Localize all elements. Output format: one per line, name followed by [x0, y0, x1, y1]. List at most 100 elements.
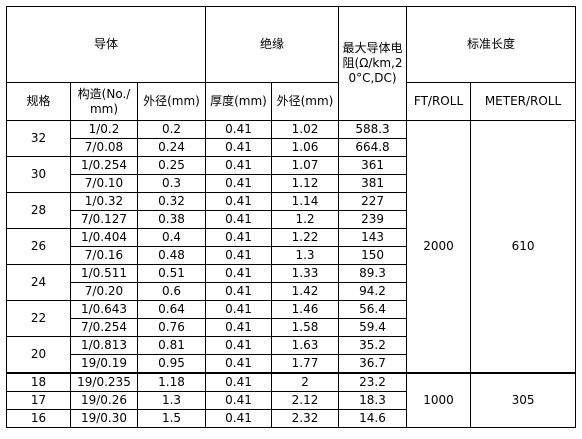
thickness: 0.41: [205, 174, 272, 193]
conductor-od: 0.4: [137, 228, 206, 247]
construction: 7/0.127: [70, 210, 138, 229]
data-row: 7/0.10 0.3 0.41 1.12 381: [7, 174, 576, 193]
thickness: 0.41: [205, 138, 272, 157]
thickness: 0.41: [205, 264, 272, 283]
construction: 7/0.254: [70, 318, 138, 337]
conductor-od: 0.24: [137, 138, 206, 157]
conductor-od: 0.95: [137, 354, 206, 374]
resistance: 381: [338, 174, 408, 193]
header-row: 导体 绝缘 最大导体电阻(Ω/km,20°C,DC) 标准长度: [6, 6, 577, 121]
gauge-size: 22: [6, 300, 71, 337]
group-header: 导体: [6, 6, 206, 83]
data-row: 17 19/0.26 1.3 0.41 2.12 18.3: [6, 391, 576, 410]
insulation-od: 1.33: [270, 264, 340, 283]
meter-per-roll: 305: [470, 372, 577, 428]
insulation-od: 1.58: [270, 318, 340, 337]
construction: 19/0.19: [70, 354, 138, 374]
column-header: 构造(No./mm): [70, 82, 138, 121]
data-row: 22 1/0.643 0.64 0.41 1.46 56.4: [6, 300, 576, 337]
resistance: 35.2: [338, 336, 408, 355]
insulation-od: 1.77: [270, 354, 340, 374]
gauge-size: 16: [6, 409, 71, 428]
resistance: 588.3: [338, 120, 408, 139]
column-header: METER/ROLL: [470, 82, 577, 121]
thickness: 0.41: [205, 409, 272, 428]
meter-per-roll: 610: [470, 120, 577, 374]
insulation-od: 2.32: [270, 409, 340, 428]
data-row: 18 19/0.235 1.18 0.41 2 23.2 1000 305: [6, 372, 577, 428]
resistance: 18.3: [338, 391, 408, 410]
insulation-od: 1.06: [270, 138, 340, 157]
construction: 1/0.254: [70, 156, 138, 175]
conductor-od: 0.2: [137, 120, 206, 139]
resistance: 227: [338, 192, 408, 211]
thickness: 0.41: [205, 120, 272, 139]
gauge-size: 24: [6, 264, 71, 301]
insulation-od: 1.14: [270, 192, 340, 211]
resistance: 361: [338, 156, 408, 175]
thickness: 0.41: [205, 336, 272, 355]
insulation-od: 1.46: [270, 300, 340, 319]
conductor-od: 0.48: [137, 246, 206, 265]
thickness: 0.41: [205, 246, 272, 265]
thickness: 0.41: [205, 318, 272, 337]
column-header: 外径(mm): [270, 82, 340, 121]
gauge-size: 18: [6, 372, 71, 392]
header-row: 规格 构造(No./mm) 外径(mm) 厚度(mm) 外径(mm) FT/RO…: [6, 82, 577, 121]
resistance: 59.4: [338, 318, 408, 337]
group-header: 绝缘: [204, 6, 340, 83]
construction: 1/0.511: [70, 264, 138, 283]
thickness: 0.41: [205, 391, 272, 410]
gauge-size: 20: [6, 336, 71, 374]
construction: 1/0.404: [70, 228, 138, 247]
conductor-od: 0.25: [137, 156, 206, 175]
resistance: 239: [338, 210, 408, 229]
conductor-od: 0.76: [137, 318, 206, 337]
data-row: 30 1/0.254 0.25 0.41 1.07 361: [6, 156, 576, 193]
insulation-od: 1.42: [270, 282, 340, 301]
conductor-od: 0.51: [137, 264, 206, 283]
construction: 1/0.643: [70, 300, 138, 319]
gauge-size: 17: [6, 391, 71, 410]
data-row: 32 1/0.2 0.2 0.41 1.02 588.3 2000 610: [6, 120, 577, 374]
resistance: 143: [338, 228, 408, 247]
insulation-od: 1.3: [270, 246, 340, 265]
insulation-od: 1.12: [270, 174, 340, 193]
data-row: 7/0.08 0.24 0.41 1.06 664.8: [7, 138, 576, 157]
thickness: 0.41: [205, 282, 272, 301]
thickness: 0.41: [205, 228, 272, 247]
insulation-od: 1.63: [270, 336, 340, 355]
construction: 1/0.32: [70, 192, 138, 211]
construction: 19/0.26: [70, 391, 138, 410]
data-row: 7/0.20 0.6 0.41 1.42 94.2: [7, 282, 576, 301]
construction: 7/0.08: [70, 138, 138, 157]
column-header: 规格: [6, 82, 71, 121]
insulation-od: 1.2: [270, 210, 340, 229]
construction: 1/0.813: [70, 336, 138, 355]
resistance: 664.8: [338, 138, 408, 157]
column-header: 厚度(mm): [205, 82, 272, 121]
construction: 19/0.30: [70, 409, 138, 428]
group-header: 最大导体电阻(Ω/km,20°C,DC): [338, 6, 408, 121]
thickness: 0.41: [205, 192, 272, 211]
data-row: 20 1/0.813 0.81 0.41 1.63 35.2: [6, 336, 576, 374]
thickness: 0.41: [205, 210, 272, 229]
resistance: 89.3: [338, 264, 408, 283]
conductor-od: 1.3: [137, 391, 206, 410]
conductor-od: 1.18: [137, 372, 206, 392]
conductor-od: 0.64: [137, 300, 206, 319]
resistance: 150: [338, 246, 408, 265]
gauge-size: 32: [6, 120, 71, 157]
data-row: 26 1/0.404 0.4 0.41 1.22 143: [6, 228, 576, 265]
conductor-od: 0.32: [137, 192, 206, 211]
construction: 7/0.20: [70, 282, 138, 301]
group-header: 标准长度: [406, 6, 577, 83]
insulation-od: 2.12: [270, 391, 340, 410]
column-header: FT/ROLL: [406, 82, 472, 121]
gauge-size: 30: [6, 156, 71, 193]
insulation-od: 1.02: [270, 120, 340, 139]
insulation-od: 2: [270, 372, 340, 392]
conductor-od: 0.38: [137, 210, 206, 229]
insulation-od: 1.07: [270, 156, 340, 175]
